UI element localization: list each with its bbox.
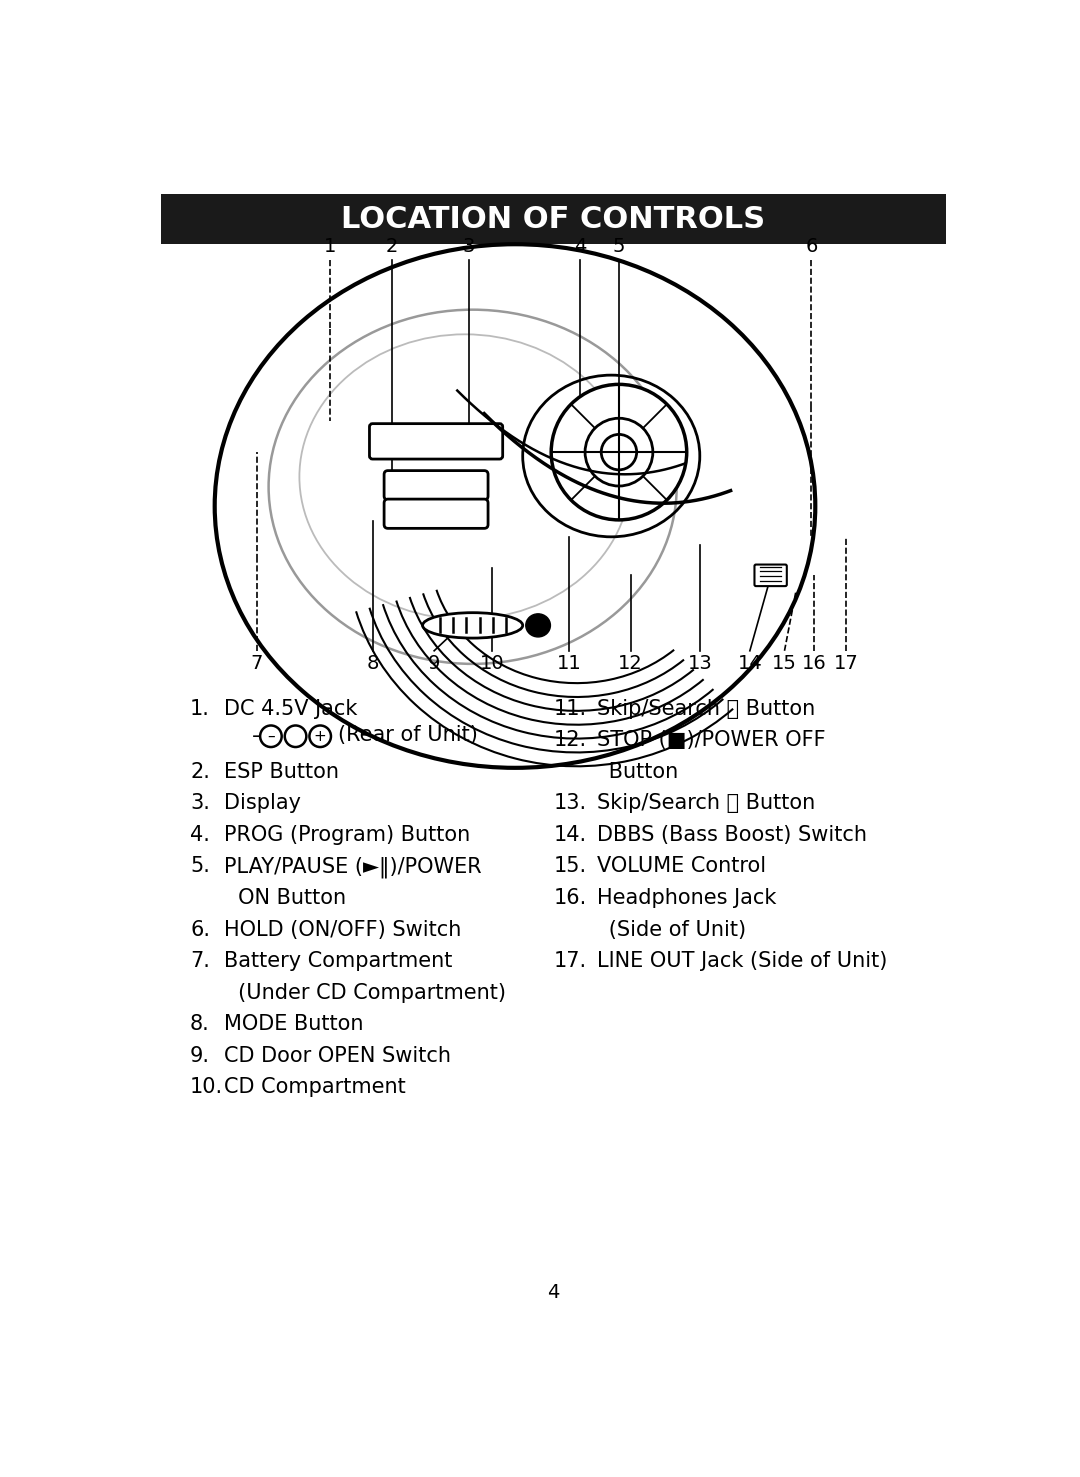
Text: 13: 13 bbox=[688, 654, 712, 674]
FancyBboxPatch shape bbox=[755, 564, 787, 586]
Text: (Side of Unit): (Side of Unit) bbox=[569, 920, 746, 939]
Text: 9.: 9. bbox=[190, 1046, 211, 1066]
Text: 17.: 17. bbox=[554, 951, 586, 970]
Text: 14.: 14. bbox=[554, 824, 586, 845]
Text: 13.: 13. bbox=[554, 793, 586, 814]
Text: Display: Display bbox=[224, 793, 301, 814]
Text: –: – bbox=[267, 728, 274, 744]
Text: 3: 3 bbox=[462, 236, 475, 256]
Text: PLAY/PAUSE (►‖)/POWER: PLAY/PAUSE (►‖)/POWER bbox=[224, 857, 482, 877]
FancyBboxPatch shape bbox=[369, 424, 502, 459]
Text: LOCATION OF CONTROLS: LOCATION OF CONTROLS bbox=[341, 205, 766, 233]
Ellipse shape bbox=[422, 613, 523, 638]
Text: HOLD (ON/OFF) Switch: HOLD (ON/OFF) Switch bbox=[224, 920, 461, 939]
FancyBboxPatch shape bbox=[161, 193, 946, 244]
Circle shape bbox=[585, 418, 652, 486]
Text: Battery Compartment: Battery Compartment bbox=[224, 951, 453, 970]
Text: ESP Button: ESP Button bbox=[224, 762, 339, 781]
Text: 16: 16 bbox=[801, 654, 826, 674]
Ellipse shape bbox=[215, 244, 815, 768]
Circle shape bbox=[551, 384, 687, 520]
Text: VOLUME Control: VOLUME Control bbox=[597, 857, 767, 876]
Text: 9: 9 bbox=[428, 654, 441, 674]
Text: MODE Button: MODE Button bbox=[224, 1015, 364, 1034]
Text: (Under CD Compartment): (Under CD Compartment) bbox=[205, 982, 507, 1003]
Circle shape bbox=[260, 725, 282, 747]
Text: 11: 11 bbox=[556, 654, 581, 674]
Text: 4: 4 bbox=[575, 236, 586, 256]
Text: 11.: 11. bbox=[554, 699, 586, 718]
Text: 17: 17 bbox=[834, 654, 859, 674]
Text: 16.: 16. bbox=[554, 888, 586, 908]
Text: 4.: 4. bbox=[190, 824, 210, 845]
Text: 12.: 12. bbox=[554, 730, 586, 750]
Text: DC 4.5V Jack: DC 4.5V Jack bbox=[224, 699, 357, 718]
Text: 5: 5 bbox=[612, 236, 625, 256]
Text: 1.: 1. bbox=[190, 699, 210, 718]
FancyBboxPatch shape bbox=[384, 499, 488, 529]
Text: PROG (Program) Button: PROG (Program) Button bbox=[224, 824, 470, 845]
Text: 15: 15 bbox=[772, 654, 797, 674]
Text: 15.: 15. bbox=[554, 857, 586, 876]
Circle shape bbox=[309, 725, 330, 747]
Text: –: – bbox=[252, 727, 262, 746]
Text: 8.: 8. bbox=[190, 1015, 210, 1034]
Text: ON Button: ON Button bbox=[205, 888, 347, 908]
Text: 2: 2 bbox=[386, 236, 399, 256]
Text: 14: 14 bbox=[738, 654, 762, 674]
Text: Headphones Jack: Headphones Jack bbox=[597, 888, 777, 908]
Text: 3.: 3. bbox=[190, 793, 210, 814]
Text: Button: Button bbox=[569, 762, 678, 781]
Text: 10.: 10. bbox=[190, 1077, 224, 1097]
Text: 12: 12 bbox=[618, 654, 643, 674]
Text: +: + bbox=[314, 728, 326, 744]
Text: 7.: 7. bbox=[190, 951, 210, 970]
Text: CD Compartment: CD Compartment bbox=[224, 1077, 406, 1097]
Text: CD Door OPEN Switch: CD Door OPEN Switch bbox=[224, 1046, 451, 1066]
Text: (Rear of Unit): (Rear of Unit) bbox=[338, 725, 477, 746]
Text: 5.: 5. bbox=[190, 857, 210, 876]
Circle shape bbox=[602, 434, 637, 470]
Text: LINE OUT Jack (Side of Unit): LINE OUT Jack (Side of Unit) bbox=[597, 951, 888, 970]
Text: 6: 6 bbox=[806, 236, 818, 256]
Text: 8: 8 bbox=[366, 654, 379, 674]
FancyBboxPatch shape bbox=[384, 471, 488, 499]
Text: STOP (■)/POWER OFF: STOP (■)/POWER OFF bbox=[597, 730, 826, 750]
Ellipse shape bbox=[526, 614, 551, 637]
Text: 7: 7 bbox=[251, 654, 264, 674]
Text: 6.: 6. bbox=[190, 920, 211, 939]
Text: DBBS (Bass Boost) Switch: DBBS (Bass Boost) Switch bbox=[597, 824, 867, 845]
Text: 2.: 2. bbox=[190, 762, 210, 781]
Text: 1: 1 bbox=[324, 236, 336, 256]
Text: Skip/Search ⏮ Button: Skip/Search ⏮ Button bbox=[597, 699, 815, 718]
Circle shape bbox=[285, 725, 307, 747]
Text: Skip/Search ⏭ Button: Skip/Search ⏭ Button bbox=[597, 793, 815, 814]
Text: 4: 4 bbox=[548, 1284, 559, 1303]
Text: 10: 10 bbox=[480, 654, 504, 674]
